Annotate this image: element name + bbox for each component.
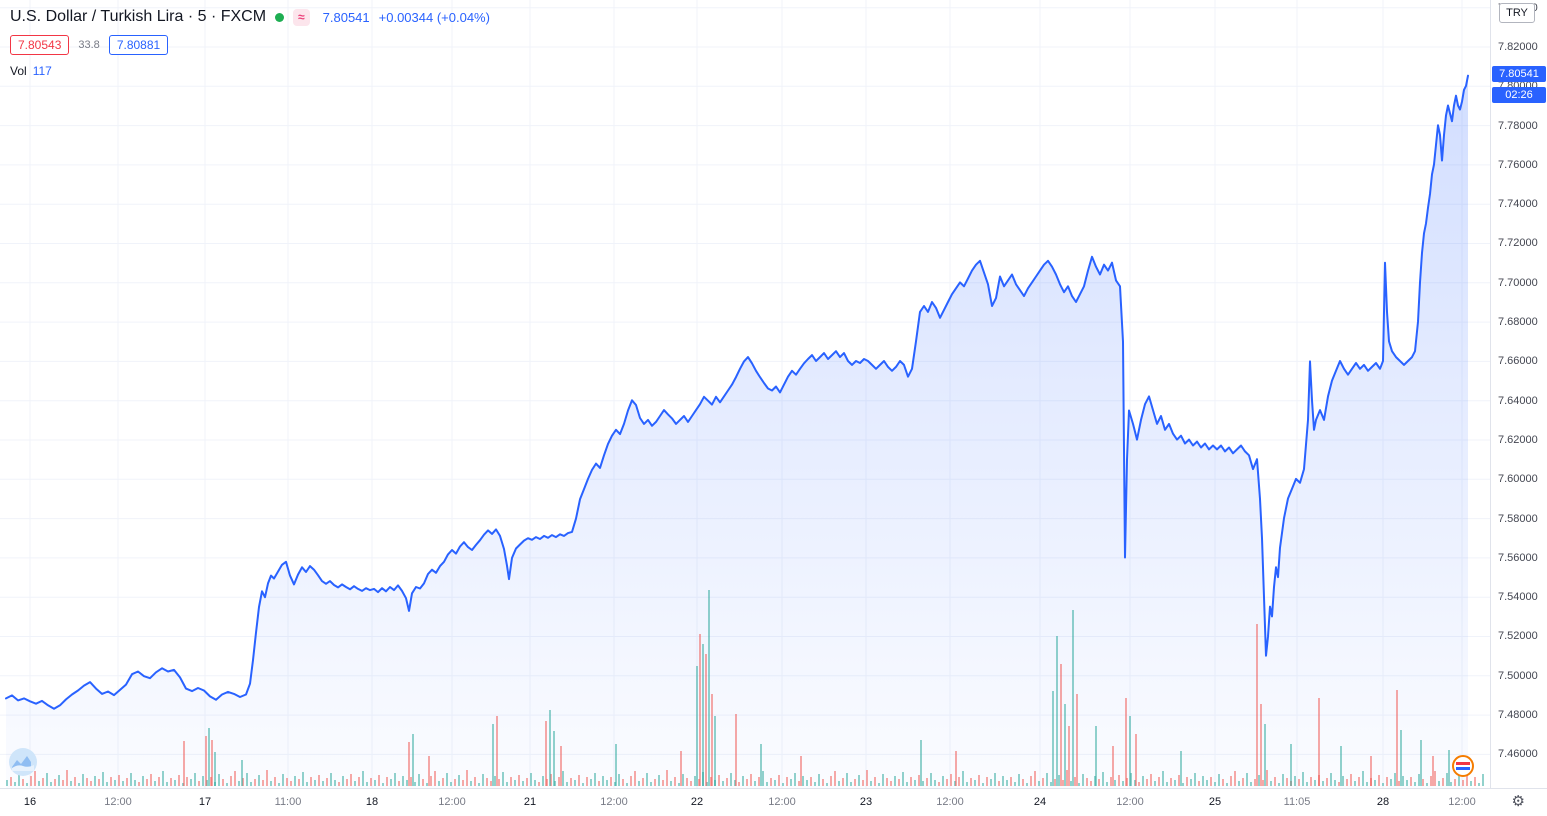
price-axis-label: 7.58000 [1498,513,1538,525]
buy-price-button[interactable]: 7.80881 [108,35,169,55]
price-axis-label: 7.60000 [1498,473,1538,485]
price-axis-label: 7.46000 [1498,748,1538,760]
last-price-badge: 7.80541 [1492,66,1546,82]
price-axis-label: 7.74000 [1498,198,1538,210]
price-axis-label: 7.72000 [1498,237,1538,249]
time-axis-label: 11:05 [1283,796,1311,808]
chart-legend: U.S. Dollar / Turkish Lira · 5 · FXCM ≈ … [10,6,490,78]
time-axis-label: 25 [1208,796,1222,808]
time-axis-label: 12:00 [104,796,132,808]
price-axis-label: 7.64000 [1498,395,1538,407]
price-axis-label: 7.68000 [1498,316,1538,328]
time-axis[interactable]: 16 12:00 17 11:00 18 12:00 21 12:00 22 12:00 23 12:… [0,788,1547,816]
time-axis-label: 12:00 [600,796,628,808]
delayed-data-icon[interactable]: ≈ [293,8,310,26]
time-axis-label: 12:00 [1448,796,1476,808]
time-axis-label: 12:00 [1116,796,1144,808]
price-axis-label: 7.78000 [1498,120,1538,132]
time-axis-label: 12:00 [768,796,796,808]
price-axis[interactable]: 7.840007.820007.800007.780007.760007.740… [1490,0,1547,788]
price-chart-canvas[interactable] [0,0,1490,788]
bar-countdown-badge: 02:26 [1492,87,1546,103]
time-axis-label: 11:00 [274,796,302,808]
price-axis-label: 7.52000 [1498,630,1538,642]
time-axis-label: 23 [859,796,873,808]
time-axis-label: 24 [1033,796,1047,808]
volume-value: 117 [32,64,52,78]
price-axis-label: 7.76000 [1498,159,1538,171]
price-chart: U.S. Dollar / Turkish Lira · 5 · FXCM ≈ … [0,0,1490,788]
price-axis-label: 7.48000 [1498,709,1538,721]
volume-label[interactable]: Vol [10,64,27,78]
sell-price-button[interactable]: 7.80543 [10,35,70,55]
time-axis-label: 17 [198,796,212,808]
settings-gear-icon[interactable]: ⚙ [1511,793,1525,810]
broker-logo-icon[interactable] [1452,755,1474,782]
last-price: 7.80541 [322,9,370,25]
time-axis-label: 28 [1376,796,1390,808]
time-axis-label: 21 [523,796,537,808]
tradingview-logo-icon[interactable] [8,747,38,782]
price-axis-label: 7.70000 [1498,277,1538,289]
time-axis-label: 12:00 [936,796,964,808]
time-axis-label: 22 [690,796,704,808]
spread-value: 33.8 [78,39,100,51]
time-axis-label: 16 [23,796,37,808]
symbol-title[interactable]: U.S. Dollar / Turkish Lira · 5 · FXCM [10,8,267,25]
price-axis-label: 7.54000 [1498,591,1538,603]
price-axis-label: 7.50000 [1498,670,1538,682]
price-change: +0.00344 (+0.04%) [378,9,490,25]
time-axis-label: 12:00 [438,796,466,808]
time-axis-label: 18 [365,796,379,808]
market-status-icon[interactable] [275,12,285,22]
currency-unit-button[interactable]: TRY [1499,3,1535,23]
price-axis-label: 7.62000 [1498,434,1538,446]
price-axis-label: 7.66000 [1498,355,1538,367]
price-axis-label: 7.56000 [1498,552,1538,564]
price-axis-label: 7.82000 [1498,41,1538,53]
